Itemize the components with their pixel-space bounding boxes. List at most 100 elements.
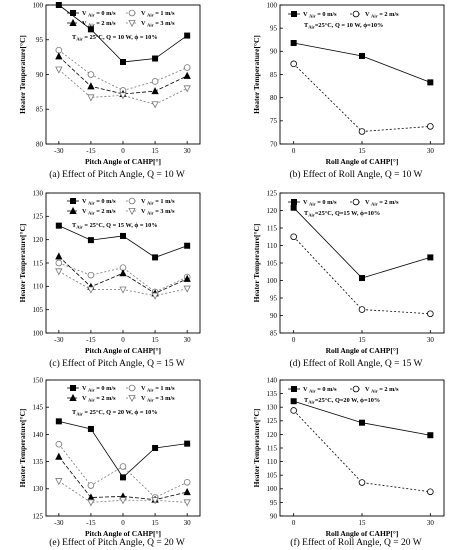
data-point (151, 101, 159, 109)
y-tick-label: 85 (270, 71, 278, 79)
x-axis-label: Pitch Angle of CAHP[°] (85, 346, 161, 355)
data-point (358, 128, 366, 135)
data-point (119, 286, 127, 294)
y-tick-label: 140 (33, 431, 44, 439)
legend-marker (70, 9, 77, 16)
legend-label: V Air = 3 m/s (141, 20, 175, 28)
data-point (87, 82, 95, 90)
data-point (87, 271, 95, 279)
panel-caption: (d) Effect of Roll Angle, Q = 15 W (290, 358, 423, 369)
y-tick-label: 125 (267, 417, 278, 425)
data-point (55, 418, 62, 425)
y-tick-label: 135 (267, 390, 278, 398)
series-line (293, 207, 431, 279)
y-tick-label: 140 (267, 376, 278, 384)
data-point (55, 259, 63, 267)
legend-label: V Air = 2 m/s (82, 395, 116, 403)
y-tick-label: 105 (33, 306, 44, 314)
condition-label: TAir = 25°C, Q = 15 W, ϕ = 10% (72, 222, 158, 230)
x-tick-label: 0 (292, 336, 296, 344)
y-tick-label: 80 (270, 94, 278, 102)
data-point (151, 87, 159, 95)
data-point (120, 474, 127, 481)
data-point (152, 55, 159, 62)
data-point (358, 479, 366, 486)
x-tick-label: -15 (86, 336, 96, 344)
x-tick-label: -30 (54, 519, 64, 527)
legend-label: V Air = 0 m/s (82, 10, 116, 18)
y-tick-label: 105 (267, 259, 278, 267)
data-point (183, 64, 191, 71)
series-line (293, 42, 431, 83)
x-tick-label: -30 (54, 147, 64, 155)
data-point (55, 46, 63, 54)
y-tick-label: 100 (267, 485, 278, 493)
x-tick-label: 15 (152, 519, 160, 527)
legend: V Air = 0 m/s V Air = 1 m/s V Air = 2 m/s V… (67, 197, 175, 230)
y-axis-label: Heater Temperature[°C] (252, 409, 261, 488)
data-point (87, 425, 94, 432)
legend-marker (352, 198, 360, 206)
y-tick-label: 110 (267, 242, 278, 250)
plot-frame (45, 192, 201, 334)
series-line (58, 225, 188, 258)
data-point (87, 71, 95, 78)
y-axis-label: Heater Temperature[°C] (18, 224, 27, 303)
series-line (58, 443, 188, 498)
chart-panel: 80 85 90 95 100 -30 -15 0 15 30 Pitch Angle of CAH… (18, 1, 201, 180)
x-tick-label: 15 (359, 519, 367, 527)
data-point (184, 440, 191, 447)
panel-caption: (e) Effect of Pitch Angle, Q = 20 W (49, 537, 185, 548)
series-line (58, 56, 188, 95)
x-tick-label: 15 (152, 336, 160, 344)
y-tick-label: 80 (36, 140, 44, 148)
data-point (119, 92, 127, 100)
legend-label: V Air = 0 m/s (82, 198, 116, 206)
panel-caption: (f) Effect of Roll Angle, Q = 20 W (290, 537, 421, 548)
x-tick-label: 15 (152, 147, 160, 155)
y-tick-label: 100 (33, 329, 44, 337)
y-axis-label: Heater Temperature[°C] (252, 35, 261, 114)
y-tick-label: 125 (267, 189, 278, 197)
data-point (290, 407, 297, 414)
x-axis-label: Roll Angle of CAHP[°] (326, 157, 399, 166)
data-point (183, 85, 191, 93)
legend-marker (290, 198, 297, 205)
x-tick-label: 30 (427, 336, 435, 344)
panel-caption: (c) Effect of Pitch Angle, Q = 15 W (49, 358, 185, 369)
y-tick-label: 70 (270, 140, 278, 148)
y-tick-label: 75 (270, 117, 278, 125)
data-point (119, 463, 127, 470)
legend-marker (69, 393, 77, 402)
chart-panel: 85 90 95 100 105 110 115 120 125 0 15 30 Roll Angle … (252, 189, 445, 369)
legend-marker (352, 10, 360, 18)
y-tick-label: 135 (33, 458, 44, 466)
x-tick-label: 0 (292, 519, 296, 527)
y-axis-label: Heater Temperature[°C] (18, 409, 27, 488)
chart-panel: 125 130 135 140 145 150 -30 -15 0 15 30 Pitch Angle… (18, 376, 201, 548)
legend-marker (128, 197, 136, 205)
legend: V Air = 0 m/s V Air = 2 m/s TAir=25°C, Q =… (288, 10, 399, 30)
data-point (87, 499, 95, 507)
data-point (55, 2, 62, 8)
legend-marker (128, 394, 136, 403)
data-point (427, 254, 434, 261)
y-tick-label: 130 (33, 189, 44, 197)
legend-marker (128, 9, 136, 17)
legend-marker (352, 385, 360, 393)
data-point (55, 52, 63, 60)
data-point (87, 286, 95, 294)
series-line (293, 400, 431, 436)
data-point (183, 274, 191, 282)
data-point (87, 26, 94, 33)
x-tick-label: 30 (427, 147, 435, 155)
data-point (183, 499, 191, 507)
legend-label: V Air = 2 m/s (365, 11, 399, 19)
y-tick-label: 95 (270, 25, 278, 33)
y-tick-label: 120 (33, 236, 44, 244)
x-tick-label: 0 (121, 336, 125, 344)
data-point (119, 497, 127, 505)
legend-label: V Air = 1 m/s (141, 198, 175, 206)
data-point (358, 52, 365, 59)
